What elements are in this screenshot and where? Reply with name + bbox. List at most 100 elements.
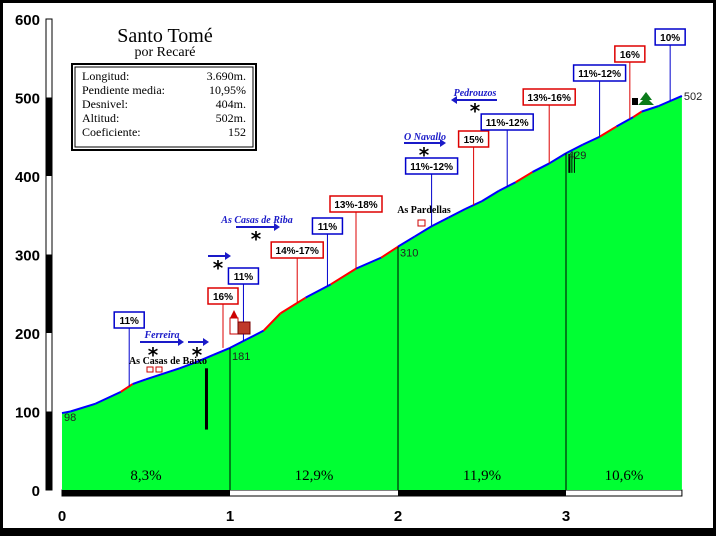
profile-segment bbox=[279, 296, 307, 315]
altitude-label: 181 bbox=[232, 351, 250, 363]
place-label: O Navallo bbox=[404, 132, 446, 143]
callout-box bbox=[113, 311, 145, 329]
y-tick-label: 200 bbox=[15, 326, 40, 343]
gradient-callout: 13%-18% bbox=[329, 195, 383, 269]
place-label: Ferreira bbox=[144, 330, 180, 341]
arrow-head bbox=[203, 338, 209, 346]
landmark-star: * bbox=[192, 343, 203, 367]
stat-value: 404m. bbox=[216, 97, 246, 111]
church-icon bbox=[229, 317, 239, 335]
stat-label: Altitud: bbox=[82, 111, 119, 125]
summit-house-icon bbox=[632, 98, 638, 105]
callout-label: 11% bbox=[234, 272, 254, 283]
place-label: Pedrouzos bbox=[454, 88, 497, 99]
y-tick-label: 400 bbox=[15, 169, 40, 186]
bottom-bar-segment bbox=[62, 490, 230, 496]
bottom-distance-bar bbox=[61, 489, 683, 497]
profile-segment bbox=[330, 267, 357, 286]
gradient-callout: 11% bbox=[311, 217, 344, 287]
callout-label: 14%-17% bbox=[276, 246, 319, 257]
house-icon bbox=[417, 219, 426, 227]
profile-segment bbox=[305, 283, 332, 299]
arrow-head bbox=[440, 139, 446, 147]
left-axis-segment bbox=[46, 254, 52, 333]
landmark-star: * bbox=[251, 227, 262, 251]
landmark-star: * bbox=[213, 256, 224, 280]
stat-label: Desnivel: bbox=[82, 97, 128, 111]
x-tick-label: 2 bbox=[394, 508, 402, 525]
callout-box bbox=[480, 113, 534, 131]
arrow-head bbox=[274, 223, 280, 231]
altitude-label: 310 bbox=[400, 248, 418, 260]
callout-box bbox=[404, 157, 459, 175]
profile-segment bbox=[397, 235, 416, 248]
altitude-label: 502 bbox=[684, 91, 702, 103]
profile-segment bbox=[95, 390, 122, 405]
gradient-callouts: 11%16%11%14%-17%11%13%-18%11%-12%15%11%-… bbox=[113, 28, 686, 387]
segment-gradient-label: 10,6% bbox=[605, 468, 644, 484]
landmark-star: * bbox=[470, 99, 481, 123]
tree-icon bbox=[638, 92, 654, 105]
profile-segment bbox=[548, 152, 567, 165]
callout-box bbox=[457, 130, 490, 148]
place-marker: O Navallo* bbox=[404, 132, 446, 167]
callout-label: 16% bbox=[213, 292, 233, 303]
gradient-callout: 11% bbox=[113, 311, 145, 387]
profile-segment bbox=[414, 225, 433, 238]
callout-box bbox=[270, 241, 324, 259]
arrow-head bbox=[225, 252, 231, 260]
y-tick-label: 0 bbox=[32, 483, 40, 500]
profile-segment bbox=[641, 105, 659, 113]
profile-segment bbox=[132, 378, 147, 385]
x-tick-label: 1 bbox=[226, 508, 234, 525]
x-axis-ticks: 0 1 2 3 bbox=[58, 508, 570, 525]
profile-segment bbox=[61, 410, 71, 415]
profile-segment bbox=[447, 208, 466, 219]
church-body bbox=[237, 321, 251, 335]
profile-segment bbox=[120, 383, 134, 393]
altitude-label: 98 bbox=[64, 412, 76, 424]
gradient-callout: 10% bbox=[654, 28, 686, 102]
stat-value: 3.690m. bbox=[207, 69, 246, 83]
gradient-callout: 11%-12% bbox=[404, 157, 459, 227]
callout-label: 13%-16% bbox=[528, 93, 571, 104]
place-marker: As Casas de Riba** bbox=[208, 215, 293, 335]
arrow-head bbox=[451, 96, 457, 104]
callout-label: 11% bbox=[318, 222, 338, 233]
house-icon bbox=[146, 366, 154, 373]
gradient-callout: 14%-17% bbox=[270, 241, 324, 303]
callout-label: 11%-12% bbox=[578, 69, 621, 80]
callout-box bbox=[572, 64, 627, 82]
left-axis-segment bbox=[46, 97, 52, 176]
km-altitude-labels: 98 181 310 429 502 bbox=[64, 91, 702, 424]
landmark-star: * bbox=[419, 143, 430, 167]
y-tick-label: 300 bbox=[15, 248, 40, 265]
chart-subtitle: por Recaré bbox=[134, 45, 195, 60]
callout-label: 11%-12% bbox=[410, 162, 453, 173]
callout-box bbox=[654, 28, 686, 46]
profile-segment bbox=[632, 110, 643, 118]
profile-segment bbox=[70, 402, 96, 413]
callout-box bbox=[522, 88, 576, 106]
house-icon bbox=[155, 366, 163, 373]
profile-segment bbox=[380, 245, 399, 259]
landmark-star: * bbox=[148, 343, 159, 367]
left-axis-segment bbox=[46, 411, 52, 490]
callout-label: 10% bbox=[660, 33, 680, 44]
stats-box: Longitud: 3.690m. Pendiente media: 10,95… bbox=[71, 63, 257, 151]
stat-label: Pendiente media: bbox=[82, 83, 165, 97]
profile-segment bbox=[212, 346, 231, 356]
left-axis-bar bbox=[45, 18, 53, 491]
segment-gradient-label: 11,9% bbox=[463, 468, 501, 484]
segment-gradient-label: 8,3% bbox=[130, 468, 161, 484]
stat-value: 10,95% bbox=[209, 83, 246, 97]
x-tick-label: 0 bbox=[58, 508, 66, 525]
y-tick-label: 500 bbox=[15, 91, 40, 108]
stat-value: 502m. bbox=[216, 111, 246, 125]
stat-label: Coeficiente: bbox=[82, 125, 141, 139]
callout-label: 16% bbox=[620, 50, 640, 61]
gradient-callout: 16% bbox=[207, 287, 239, 348]
